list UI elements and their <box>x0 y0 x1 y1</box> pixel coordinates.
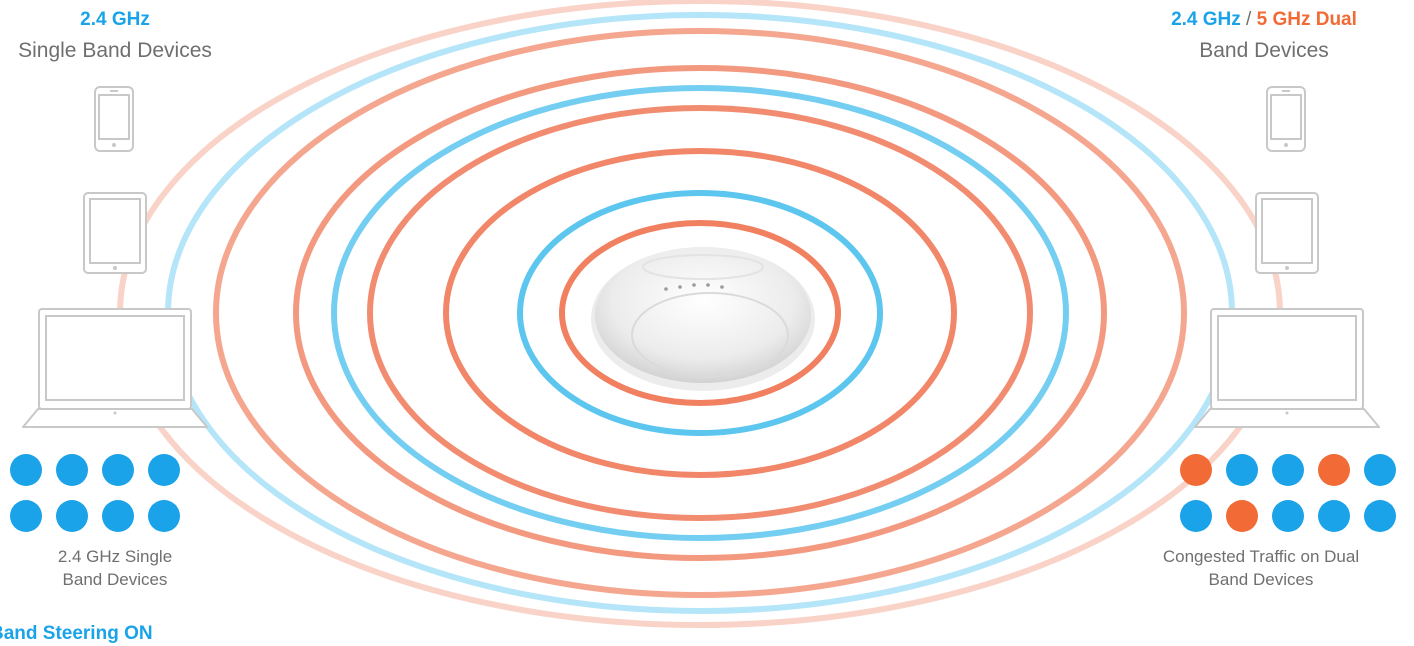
tablet-icon <box>83 192 147 274</box>
phone-icon <box>1266 86 1306 152</box>
blue-device-dot <box>1318 500 1350 532</box>
ceiling-access-point-icon <box>591 247 815 391</box>
blue-device-dot <box>1272 500 1304 532</box>
blue-device-dot <box>102 500 134 532</box>
blue-device-dot <box>10 454 42 486</box>
laptop-icon <box>1194 308 1380 428</box>
blue-device-dot <box>10 500 42 532</box>
orange-device-dot <box>1180 454 1212 486</box>
blue-device-dot <box>102 454 134 486</box>
right-device-dots <box>1180 454 1414 532</box>
signal-ring-blue <box>331 85 1069 541</box>
signal-ring-orange <box>443 148 957 478</box>
phone-icon <box>94 86 134 152</box>
right-band-title-5: 5 GHz Dual <box>1256 9 1357 30</box>
blue-device-dot <box>56 500 88 532</box>
left-caption-line1: 2.4 GHz Single <box>57 547 173 566</box>
signal-ring-orange <box>293 65 1107 561</box>
signal-ring-orange <box>367 105 1033 521</box>
right-band-title: 2.4 GHz / 5 GHz Dual <box>1114 8 1414 32</box>
signal-ring-orange <box>559 220 841 406</box>
left-band-title: 2.4 GHz <box>80 9 150 30</box>
signal-ring-orange <box>213 28 1187 598</box>
right-band-title-separator: / <box>1240 9 1257 30</box>
left-device-dots <box>10 454 200 532</box>
blue-device-dot <box>1364 500 1396 532</box>
blue-device-dot <box>1364 454 1396 486</box>
blue-device-dot <box>148 500 180 532</box>
blue-device-dot <box>1272 454 1304 486</box>
orange-device-dot <box>1318 454 1350 486</box>
laptop-icon <box>22 308 208 428</box>
left-footer: Band Steering ON <box>0 623 153 644</box>
tablet-icon <box>1255 192 1319 274</box>
right-subtitle: Band Devices <box>1199 39 1329 62</box>
right-caption-line2: Band Devices <box>1208 570 1314 589</box>
left-subtitle: Single Band Devices <box>18 39 212 62</box>
blue-device-dot <box>1226 454 1258 486</box>
signal-ring-blue <box>517 190 883 436</box>
blue-device-dot <box>56 454 88 486</box>
right-caption-line1: Congested Traffic on Dual <box>1162 547 1360 566</box>
orange-device-dot <box>1226 500 1258 532</box>
blue-device-dot <box>148 454 180 486</box>
right-band-title-24: 2.4 GHz <box>1171 9 1241 30</box>
blue-device-dot <box>1180 500 1212 532</box>
left-caption-line2: Band Devices <box>62 570 168 589</box>
